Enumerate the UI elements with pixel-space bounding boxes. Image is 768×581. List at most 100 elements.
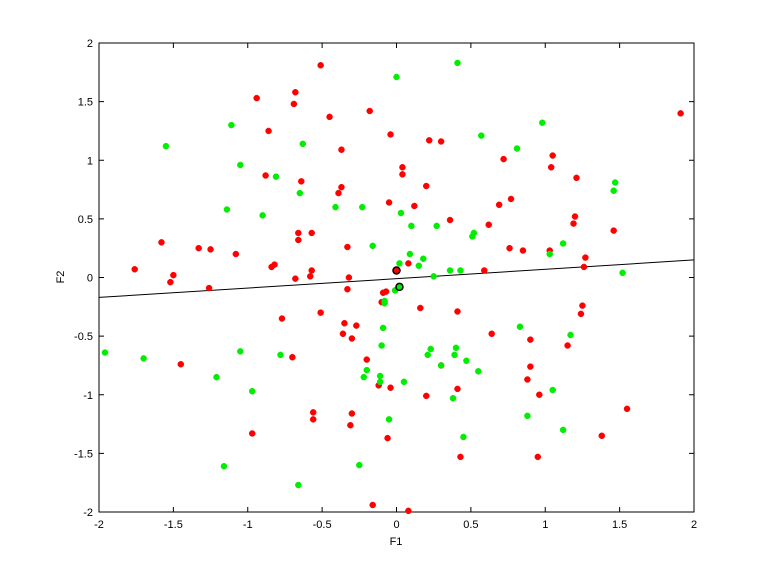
point [460, 433, 467, 441]
point [140, 355, 147, 362]
point [277, 351, 284, 359]
point [423, 182, 430, 190]
x-tick-label: 1.5 [612, 519, 627, 531]
point [278, 315, 286, 322]
point [207, 246, 214, 253]
point [309, 409, 317, 416]
point [335, 189, 342, 197]
point [385, 416, 393, 423]
point [232, 250, 240, 258]
point [598, 432, 606, 440]
decision-line [98, 259, 695, 298]
point [289, 353, 296, 361]
point [549, 152, 556, 159]
point [309, 416, 317, 423]
point [559, 426, 567, 434]
point [519, 247, 527, 254]
point [527, 363, 534, 370]
point [101, 349, 109, 356]
point [534, 453, 542, 461]
point [582, 254, 589, 261]
point [295, 481, 302, 489]
point [366, 107, 373, 115]
point [547, 164, 555, 171]
point [369, 242, 376, 250]
y-tick-label: 1 [87, 155, 93, 167]
point [332, 203, 339, 211]
point [381, 297, 388, 305]
point [571, 213, 579, 220]
point [427, 345, 434, 353]
point [344, 243, 351, 251]
x-tick-label: -0.5 [313, 519, 332, 531]
point [488, 330, 495, 338]
point [295, 229, 302, 237]
y-tick-label: -2 [83, 507, 93, 519]
point [248, 387, 256, 395]
y-tick-label: -1.5 [74, 448, 93, 460]
point [272, 173, 280, 180]
point [376, 372, 384, 380]
point [524, 412, 531, 420]
point [265, 127, 272, 135]
point [205, 284, 213, 292]
point [399, 171, 406, 178]
x-tick-label: -2 [94, 519, 104, 531]
point [220, 463, 228, 470]
point [446, 216, 454, 224]
point [424, 351, 431, 359]
point [308, 229, 315, 237]
point [478, 132, 485, 139]
point [549, 386, 556, 394]
point [295, 236, 302, 244]
point [405, 260, 412, 267]
point [570, 220, 577, 227]
point [345, 274, 353, 281]
y-tick-label: 0.5 [78, 214, 93, 226]
point [363, 356, 370, 363]
point [317, 309, 324, 316]
point [457, 267, 464, 274]
point [506, 244, 513, 252]
point [213, 373, 220, 381]
point [341, 319, 348, 327]
point [452, 344, 460, 352]
y-tick-label: 0 [87, 273, 93, 285]
point [177, 361, 185, 368]
point [513, 145, 521, 152]
point [420, 255, 427, 262]
point [454, 59, 461, 67]
point [399, 164, 406, 171]
point [338, 183, 345, 191]
point [536, 391, 543, 398]
y-tick-label: 2 [87, 38, 93, 50]
point [411, 202, 418, 210]
point [623, 405, 631, 413]
point [290, 100, 298, 108]
point [385, 199, 393, 206]
point [306, 273, 314, 280]
point [348, 410, 356, 417]
point [485, 221, 492, 228]
point [392, 266, 401, 275]
point [158, 239, 165, 246]
x-tick-label: 0.5 [463, 519, 478, 531]
point [338, 146, 345, 153]
point [339, 330, 347, 338]
point [167, 278, 174, 286]
point [387, 384, 394, 391]
point [611, 179, 619, 186]
point [344, 285, 351, 293]
point [326, 113, 333, 121]
point [475, 368, 482, 375]
point [610, 227, 617, 234]
x-tick-label: 1 [542, 519, 548, 531]
point [162, 142, 170, 150]
point [353, 322, 360, 329]
point [454, 308, 461, 315]
y-axis-label: F2 [55, 271, 67, 284]
point [567, 331, 574, 339]
point [262, 172, 269, 179]
point [469, 233, 476, 240]
